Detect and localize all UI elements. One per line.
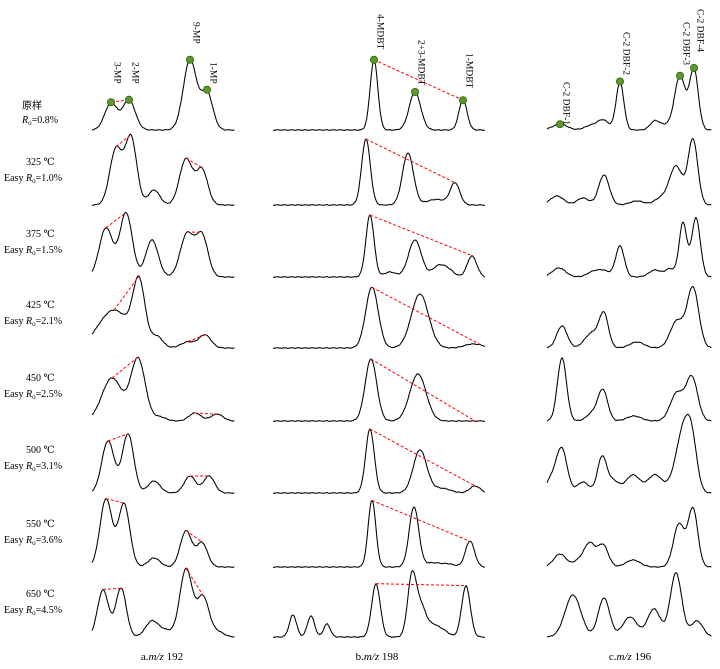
panel-caption: b.m/z 198 [356, 651, 399, 663]
ratio-line-b-row5 [370, 358, 476, 422]
peak-marker [458, 96, 467, 105]
ratio-line-b-row3 [369, 214, 473, 257]
trace-row5-panel2 [272, 358, 486, 422]
sample-ro-label: Easy Ro=3.6% [4, 535, 62, 547]
ratio-line-a-row5 [111, 356, 139, 379]
peak-marker [410, 88, 419, 97]
ratio-line-b-row2 [365, 138, 456, 184]
sample-temperature-label: 500 ℃ [26, 445, 55, 456]
panel-caption: c.m/z 196 [609, 651, 652, 663]
peak-marker [107, 98, 116, 107]
sample-ro-label: Easy Ro=3.1% [4, 461, 62, 473]
trace-row2-panel3 [546, 138, 712, 206]
peak-label: 4-MDBT [375, 14, 385, 50]
sample-temperature-label: 450 ℃ [26, 373, 55, 384]
sample-temperature-label: 650 ℃ [26, 589, 55, 600]
peak-label: C-2 DBF-1 [561, 82, 571, 125]
trace-row4-panel2 [272, 286, 486, 349]
sample-ro-label: Easy Ro=4.5% [4, 605, 62, 617]
trace-row1-panel1 [92, 59, 235, 131]
panel-caption: a.m/z 192 [141, 651, 183, 663]
sample-ro-label: Easy Ro=2.1% [4, 316, 62, 328]
sample-temperature-label: 325 ℃ [26, 157, 55, 168]
ratio-line-a-row2 [115, 134, 132, 147]
peak-label: C-2 DBF-3 [681, 22, 691, 65]
trace-row3-panel2 [272, 214, 485, 278]
peak-label: 3-MP [112, 62, 122, 84]
peak-label: 1-MP [208, 62, 218, 84]
ratio-line-b-row7 [371, 499, 471, 542]
trace-row2-panel1 [91, 133, 235, 206]
sample-ro-label: Easy Ro=2.5% [4, 389, 62, 401]
trace-row4-panel3 [546, 285, 712, 349]
peak-marker [369, 55, 378, 64]
sample-ro-label: Easy Ro=1.0% [4, 173, 62, 185]
ratio-line-b-row6 [369, 428, 476, 487]
trace-row8-panel2 [272, 570, 486, 638]
ratio-line-a-row7 [185, 530, 203, 543]
trace-row5-panel1 [91, 356, 235, 422]
sample-temperature-label: 550 ℃ [26, 519, 55, 530]
peak-marker [185, 55, 194, 64]
ratio-line-b-row8 [375, 583, 467, 587]
trace-row3-panel1 [91, 211, 235, 278]
trace-row1-panel3 [546, 67, 712, 131]
peak-label: 9-MP [191, 22, 201, 44]
ratio-line-a-row2 [185, 157, 203, 169]
trace-row6-panel2 [272, 428, 485, 494]
trace-row6-panel3 [546, 413, 712, 494]
peak-label: 2+3-MDBT [416, 40, 426, 86]
trace-row6-panel1 [91, 433, 235, 494]
peak-marker [676, 71, 685, 80]
sample-temperature-label: 375 ℃ [26, 229, 55, 240]
trace-row8-panel3 [546, 572, 712, 638]
trace-row7-panel1 [91, 498, 235, 568]
peak-marker [690, 64, 699, 73]
peak-marker [556, 120, 565, 129]
ratio-line-a-row8 [185, 567, 204, 596]
trace-row1-panel2 [272, 59, 486, 131]
peak-label: 1-MDBT [464, 53, 474, 89]
ratio-line-a-row3 [105, 212, 127, 229]
peak-marker [202, 85, 211, 94]
peak-marker [125, 95, 134, 104]
ratio-line-a-row6 [107, 433, 129, 442]
trace-row3-panel3 [546, 216, 712, 278]
peak-label: C-2 DBF-4 [695, 9, 705, 52]
trace-row4-panel1 [91, 275, 235, 349]
trace-row5-panel3 [546, 357, 712, 422]
trace-row8-panel1 [91, 567, 235, 638]
ratio-line-a-row8 [102, 587, 122, 590]
trace-row2-panel2 [272, 138, 486, 206]
sample-temperature-label: 425 ℃ [26, 300, 55, 311]
trace-row7-panel2 [272, 499, 486, 568]
ratio-line-a-row5 [194, 412, 218, 415]
sample-temperature-label: 原样 [22, 99, 42, 112]
peak-label: 2-MP [130, 62, 140, 84]
ratio-line-a-row4 [187, 334, 206, 342]
ratio-line-a-row4 [113, 275, 140, 311]
peak-label: C-2 DBF-2 [621, 32, 631, 75]
sample-ro-label: Easy Ro=1.5% [4, 245, 62, 257]
ratio-line-a-row7 [105, 498, 125, 504]
ratio-line-b-row4 [371, 286, 481, 345]
trace-row7-panel3 [546, 506, 712, 568]
ratio-line-b-row1 [373, 59, 464, 101]
sample-ro-label: Ro=0.8% [21, 115, 58, 127]
peak-marker [616, 77, 625, 86]
